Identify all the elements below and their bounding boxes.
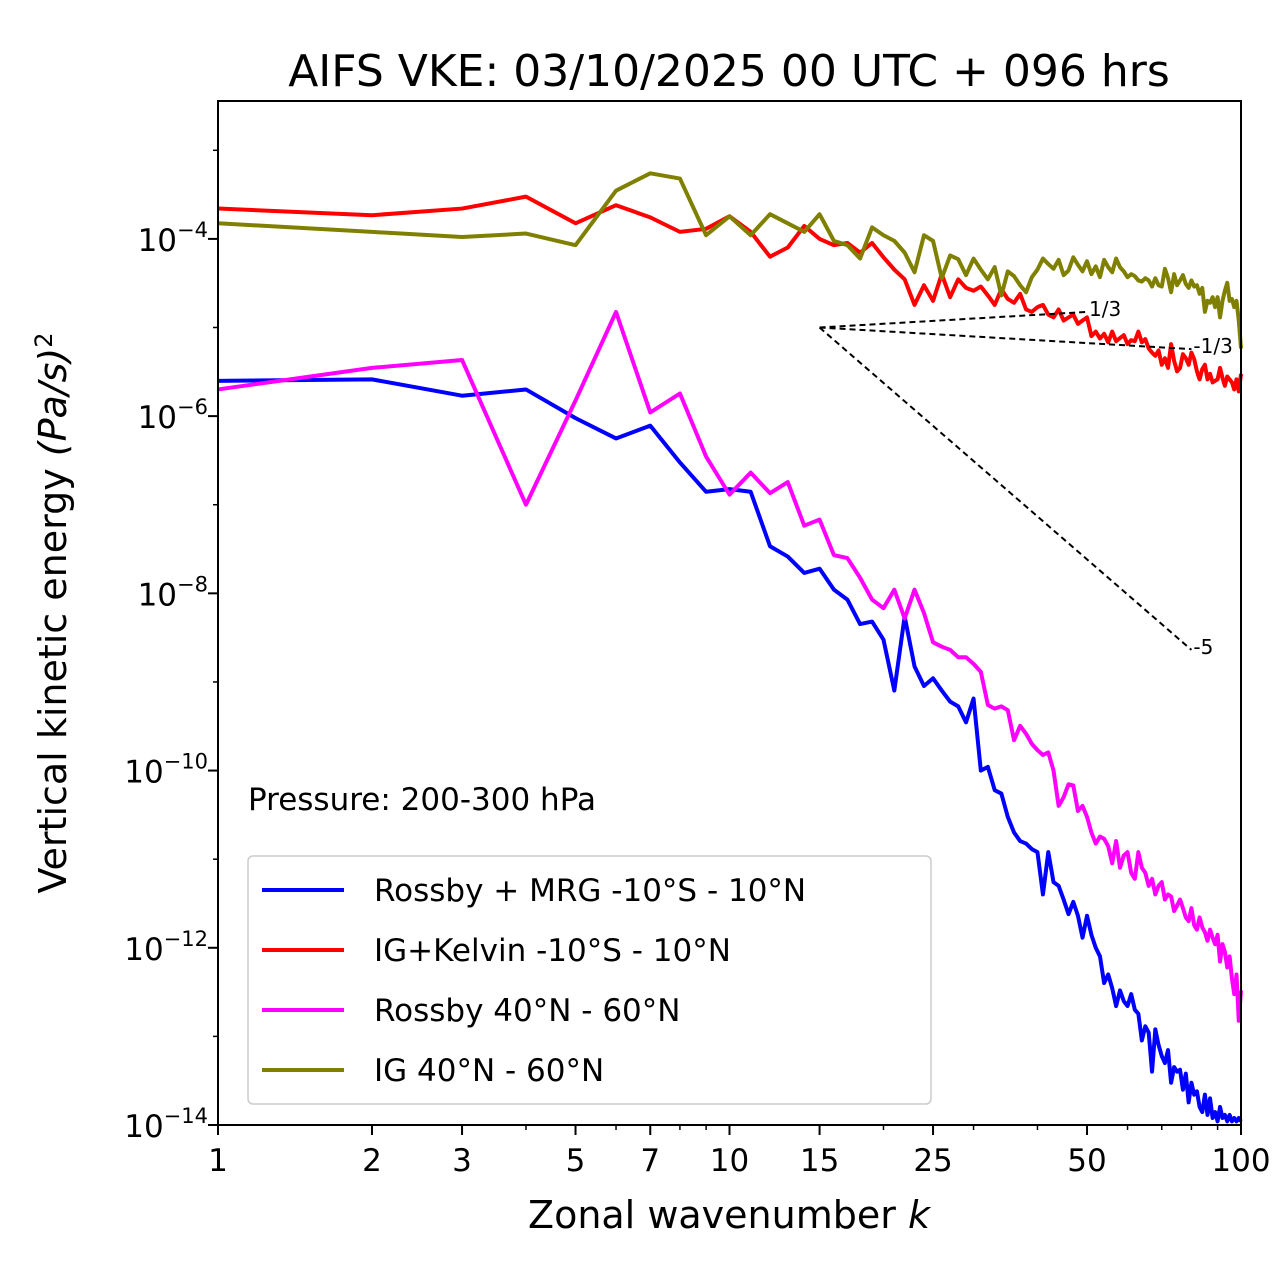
- reference-lines: 1/3 -1/3 -5: [818, 297, 1233, 659]
- y-tick-base: 10: [124, 932, 163, 968]
- plot-area: [217, 171, 1243, 1124]
- y-tick-exponent: −10: [164, 750, 208, 774]
- y-tick-base: 10: [124, 1109, 163, 1145]
- y-tick-exponent: −14: [164, 1104, 208, 1128]
- y-tick-base: 10: [124, 755, 163, 791]
- x-axis-label-text: Zonal wavenumber: [528, 1193, 908, 1237]
- pressure-annotation: Pressure: 200-300 hPa: [248, 782, 596, 818]
- x-tick-label: 5: [566, 1143, 586, 1179]
- reference-line-label-1: 1/3: [1089, 297, 1121, 321]
- y-tick-label: 10−14: [124, 1104, 208, 1145]
- y-tick-base: 10: [138, 223, 177, 259]
- y-tick-base: 10: [138, 400, 177, 436]
- y-tick-exponent: −6: [177, 395, 208, 419]
- y-tick-label: 10−4: [138, 218, 208, 259]
- y-tick-exponent: −4: [177, 218, 208, 242]
- x-tick-label: 1: [208, 1143, 228, 1179]
- x-tick-label: 100: [1211, 1143, 1270, 1179]
- x-tick-label: 15: [800, 1143, 839, 1179]
- reference-line-3: [818, 326, 1193, 651]
- y-tick-label: 10−12: [124, 927, 208, 968]
- y-tick-base: 10: [138, 577, 177, 613]
- y-axis-label-var: (Pa/s): [31, 348, 75, 456]
- axis-ticks: 1 2 3 5 7 10 15 25 50 10010−410−610−810−1010−1210…: [124, 149, 1271, 1179]
- y-axis-label-text: Vertical kinetic energy: [31, 456, 75, 893]
- y-axis-label-sup: 2: [30, 333, 58, 348]
- reference-line-label-2: -1/3: [1193, 334, 1232, 358]
- y-tick-label: 10−6: [138, 395, 208, 436]
- y-axis-label: Vertical kinetic energy (Pa/s)2: [30, 333, 75, 894]
- x-axis-label-var: k: [908, 1193, 932, 1237]
- x-tick-label: 3: [452, 1143, 472, 1179]
- reference-line-2: [819, 326, 1192, 351]
- series-line-ig-kelvin-10-s-10-n: [217, 194, 1243, 394]
- x-tick-label: 10: [710, 1143, 749, 1179]
- legend-box: [247, 855, 932, 1105]
- x-tick-label: 50: [1067, 1143, 1106, 1179]
- y-tick-exponent: −12: [164, 927, 208, 951]
- x-tick-label: 7: [640, 1143, 660, 1179]
- series-line-ig-40-n-60-n: [217, 171, 1243, 349]
- chart-title: AIFS VKE: 03/10/2025 00 UTC + 096 hrs: [288, 46, 1170, 97]
- legend: Rossby + MRG -10°S - 10°N IG+Kelvin -10°S…: [247, 855, 932, 1105]
- y-tick-label: 10−10: [124, 750, 208, 791]
- legend-label-rossby-mrg-10-s-10-n: Rossby + MRG -10°S - 10°N: [374, 873, 806, 909]
- reference-line-label-3: -5: [1193, 635, 1213, 659]
- y-tick-label: 10−8: [138, 572, 208, 613]
- x-tick-label: 25: [913, 1143, 952, 1179]
- y-tick-exponent: −8: [177, 572, 208, 596]
- series-line-rossby-mrg-10-s-10-n: [217, 377, 1243, 1124]
- reference-line-1: [819, 310, 1088, 329]
- x-axis-label: Zonal wavenumber k: [528, 1193, 932, 1237]
- x-tick-label: 2: [362, 1143, 382, 1179]
- legend-label-ig-kelvin-10-s-10-n: IG+Kelvin -10°S - 10°N: [374, 933, 731, 969]
- legend-label-rossby-40-n-60-n: Rossby 40°N - 60°N: [374, 993, 680, 1029]
- series-line-rossby-40-n-60-n: [217, 309, 1243, 1023]
- legend-label-ig-40-n-60-n: IG 40°N - 60°N: [374, 1053, 604, 1089]
